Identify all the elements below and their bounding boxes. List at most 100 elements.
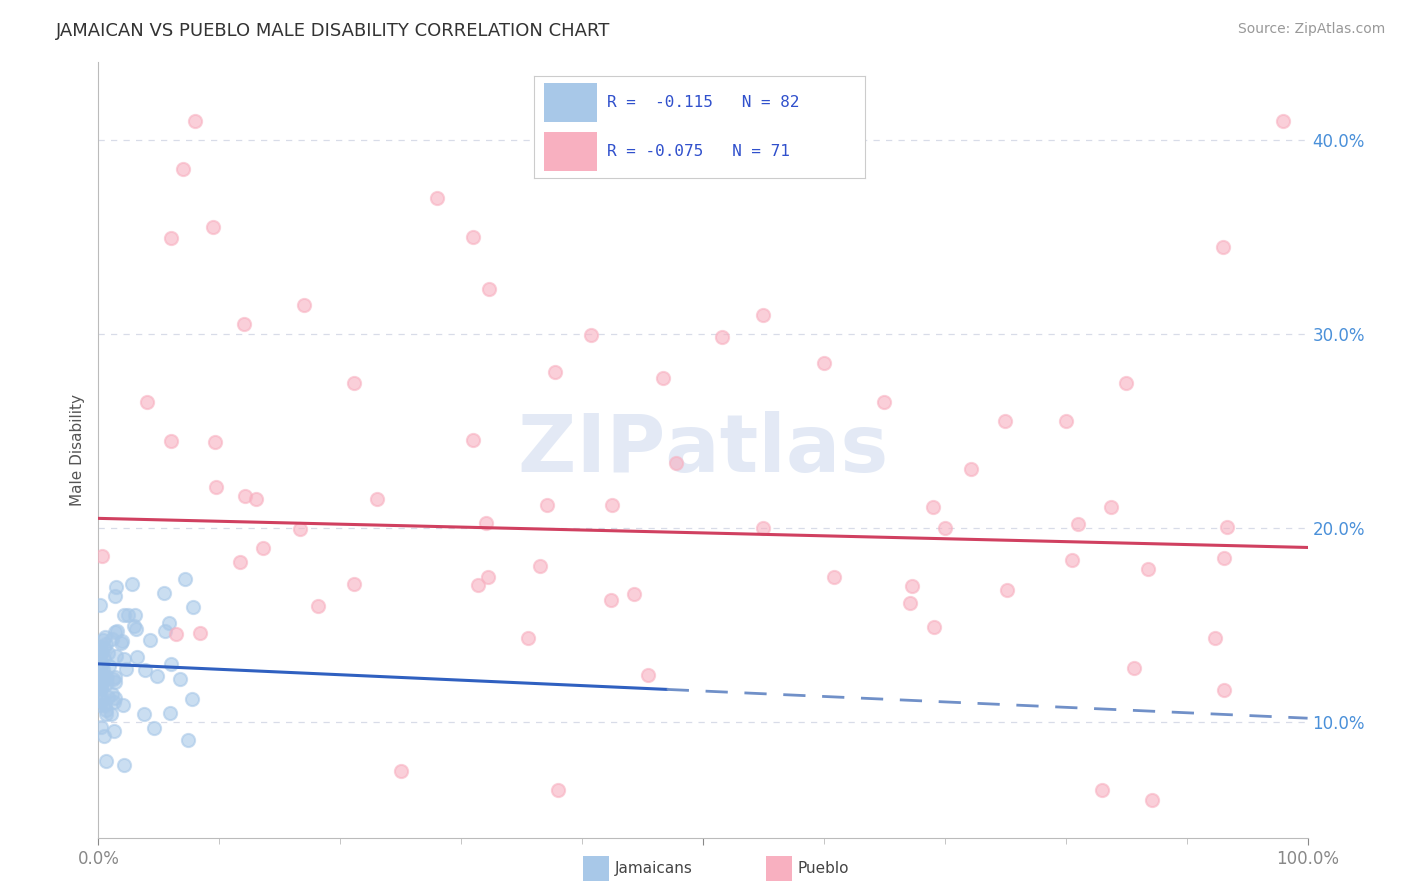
Point xyxy=(89,644,111,658)
Point xyxy=(637,667,659,681)
Point xyxy=(547,783,569,797)
Point xyxy=(873,395,896,409)
Point xyxy=(292,298,315,312)
Point xyxy=(89,698,111,712)
Point xyxy=(114,662,136,676)
Point xyxy=(389,764,412,778)
Point xyxy=(172,162,194,177)
Bar xyxy=(544,83,598,122)
Point xyxy=(651,371,673,385)
Point xyxy=(204,435,226,450)
Point xyxy=(1091,783,1114,797)
Point xyxy=(623,587,645,601)
Point xyxy=(101,632,124,646)
Point xyxy=(105,649,128,664)
Point xyxy=(307,599,329,613)
Point xyxy=(103,695,125,709)
Point xyxy=(103,724,125,739)
Text: JAMAICAN VS PUEBLO MALE DISABILITY CORRELATION CHART: JAMAICAN VS PUEBLO MALE DISABILITY CORRE… xyxy=(56,22,610,40)
Point xyxy=(342,376,364,390)
Point xyxy=(157,616,180,631)
Point xyxy=(159,706,181,721)
Point xyxy=(94,672,117,686)
Point xyxy=(132,707,155,722)
Point xyxy=(91,670,114,684)
Point xyxy=(94,754,117,768)
Point xyxy=(478,281,501,295)
Point xyxy=(245,491,267,506)
Point xyxy=(112,652,135,666)
Point xyxy=(813,356,835,370)
Point xyxy=(122,619,145,633)
Point xyxy=(1062,553,1084,567)
Point xyxy=(1099,500,1122,514)
Point xyxy=(96,669,118,683)
Point xyxy=(105,624,128,638)
Point xyxy=(474,516,496,530)
Point xyxy=(97,690,120,704)
Point xyxy=(93,730,115,744)
Point xyxy=(94,631,117,645)
Point xyxy=(160,434,183,448)
Point xyxy=(752,521,775,535)
Bar xyxy=(544,132,598,171)
Point xyxy=(98,658,121,673)
Point xyxy=(229,555,252,569)
Point xyxy=(104,670,127,684)
Point xyxy=(602,498,624,512)
Point xyxy=(994,414,1017,428)
Point xyxy=(89,649,111,664)
Point xyxy=(90,681,112,695)
Point xyxy=(90,680,112,694)
Point xyxy=(581,328,603,343)
Point xyxy=(153,585,176,599)
Point xyxy=(153,624,176,639)
Point xyxy=(188,626,211,640)
Point xyxy=(901,579,924,593)
Point xyxy=(90,693,112,707)
Point xyxy=(93,641,115,656)
Point xyxy=(111,633,134,648)
Point xyxy=(467,578,489,592)
Point xyxy=(477,570,499,584)
Point xyxy=(177,733,200,747)
Point xyxy=(202,220,225,235)
Point xyxy=(288,522,311,536)
Point xyxy=(233,489,256,503)
Point xyxy=(90,673,112,688)
Point xyxy=(145,669,167,683)
Point xyxy=(752,308,775,322)
Point xyxy=(1272,113,1295,128)
Text: ZIP​atlas: ZIP​atlas xyxy=(517,411,889,490)
Point xyxy=(173,572,195,586)
Point xyxy=(1212,240,1234,254)
Point xyxy=(93,698,115,712)
Point xyxy=(1115,376,1137,390)
Point xyxy=(900,596,922,610)
Point xyxy=(134,663,156,677)
Point xyxy=(1216,519,1239,533)
Point xyxy=(93,652,115,666)
Point xyxy=(91,632,114,647)
Point xyxy=(1213,683,1236,698)
Point xyxy=(100,686,122,700)
Point xyxy=(710,330,733,344)
Point xyxy=(184,113,207,128)
Point xyxy=(91,549,114,564)
Point xyxy=(922,500,945,514)
Point xyxy=(91,662,114,676)
Point xyxy=(516,631,538,645)
Point xyxy=(366,491,388,506)
Point xyxy=(90,668,112,682)
Point xyxy=(89,693,111,707)
Point xyxy=(89,673,111,688)
Point xyxy=(343,577,366,591)
Point xyxy=(160,231,183,245)
Point xyxy=(90,645,112,659)
Point xyxy=(135,395,157,409)
Point xyxy=(1054,414,1077,428)
Text: R = -0.075   N = 71: R = -0.075 N = 71 xyxy=(607,145,790,160)
Point xyxy=(1123,661,1146,675)
Point xyxy=(160,657,183,671)
Y-axis label: Male Disability: Male Disability xyxy=(69,394,84,507)
